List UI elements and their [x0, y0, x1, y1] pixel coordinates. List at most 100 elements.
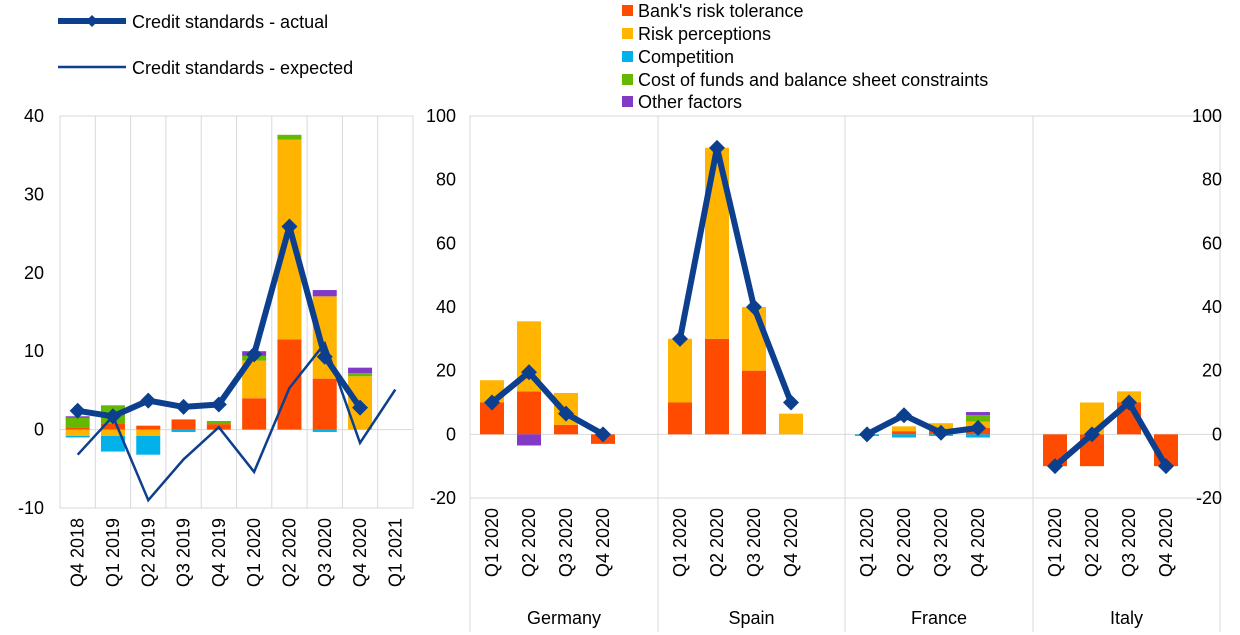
france-bar-other-factors: [966, 412, 990, 416]
ea-bar-bank-s-risk-tolerance: [136, 425, 161, 430]
legend-marker-actual: [86, 15, 98, 27]
legend-label-risk-tolerance: Bank's risk tolerance: [638, 1, 804, 21]
marker-actual: [281, 218, 298, 235]
ea-bar-other-factors: [312, 290, 337, 297]
spain-bar-risk-perceptions: [779, 413, 803, 435]
y-tick-label-left: 40: [436, 297, 456, 317]
spain-marker-actual: [746, 299, 762, 315]
x-tick-label: Q2 2019: [138, 518, 158, 587]
x-tick-label: Q1 2019: [103, 518, 123, 587]
y-tick-label: 10: [24, 341, 44, 361]
ea-bar-competition: [65, 435, 90, 438]
germany-bar-other-factors: [517, 434, 541, 446]
y-tick-label-left: 60: [436, 233, 456, 253]
y-tick-label: 20: [24, 263, 44, 283]
legend-swatch-other-factors: [622, 96, 633, 107]
france-line-actual: [865, 412, 979, 437]
group-label-germany: Germany: [527, 608, 601, 628]
legend-swatch-competition: [622, 51, 633, 62]
france-bar-competition: [892, 434, 916, 438]
x-tick-label: Q4 2020: [781, 508, 801, 577]
ea-bar-cost-of-funds-and-balance-sheet-constraints: [348, 373, 373, 377]
x-tick-label: Q2 2020: [519, 508, 539, 577]
legend-label-risk-perceptions: Risk perceptions: [638, 24, 771, 44]
ea-bar-bank-s-risk-tolerance: [171, 419, 196, 430]
y-tick-label-right: 40: [1202, 297, 1222, 317]
group-label-spain: Spain: [728, 608, 774, 628]
spain-bar-risk-perceptions: [668, 338, 692, 403]
legend-label-expected: Credit standards - expected: [132, 58, 353, 78]
spain-bar-bank-s-risk-tolerance: [742, 370, 766, 435]
x-tick-label: Q1 2021: [385, 518, 405, 587]
y-tick-label-left: 80: [436, 170, 456, 190]
marker-actual: [352, 399, 369, 416]
france-bar-cost-of-funds-and-balance-sheet-constraints: [966, 415, 990, 422]
x-tick-label: Q1 2020: [670, 508, 690, 577]
italy-marker-actual: [1121, 394, 1137, 411]
legend-swatch-risk-perceptions: [622, 28, 633, 39]
marker-actual: [104, 408, 121, 425]
spain-bar-bank-s-risk-tolerance: [705, 338, 729, 435]
x-tick-label: Q3 2020: [1119, 508, 1139, 577]
ea-bar-competition: [136, 435, 161, 455]
marker-actual: [316, 348, 333, 365]
y-tick-label-right: 100: [1192, 106, 1222, 126]
y-tick-label: -10: [18, 498, 44, 518]
marker-actual: [69, 402, 86, 419]
ea-bar-risk-perceptions: [277, 139, 302, 340]
ea-bar-cost-of-funds-and-balance-sheet-constraints: [65, 417, 90, 428]
x-tick-label: Q2 2020: [707, 508, 727, 577]
y-tick-label: 30: [24, 184, 44, 204]
spain-line-actual: [677, 144, 794, 404]
italy-marker-actual: [1084, 426, 1100, 443]
ea-bar-competition: [171, 429, 196, 432]
spain-bar-risk-perceptions: [742, 307, 766, 371]
legend-label-actual: Credit standards - actual: [132, 12, 328, 32]
france-marker-actual: [896, 407, 912, 424]
germany-bar-bank-s-risk-tolerance: [517, 391, 541, 435]
x-tick-label: Q1 2020: [482, 508, 502, 577]
x-tick-label: Q1 2020: [1045, 508, 1065, 577]
ea-bar-bank-s-risk-tolerance: [312, 378, 337, 430]
left-panel: -10 0 10 20 30 40 Q4 2018 Q1 2019 Q2 2019 Q3 2019…: [18, 106, 414, 587]
legend-swatch-risk-tolerance: [622, 5, 633, 16]
x-tick-label: Q4 2020: [968, 508, 988, 577]
x-tick-label: Q4 2020: [1156, 508, 1176, 577]
marker-actual: [246, 346, 263, 363]
ea-bar-bank-s-risk-tolerance: [242, 398, 267, 430]
germany-bar-bank-s-risk-tolerance: [554, 424, 578, 435]
x-tick-label: Q3 2020: [744, 508, 764, 577]
ea-bar-risk-perceptions: [100, 429, 125, 436]
ea-bar-bank-s-risk-tolerance: [277, 339, 302, 430]
x-tick-label: Q2 2020: [279, 518, 299, 587]
ea-bar-other-factors: [348, 367, 373, 374]
germany-line-actual: [490, 369, 605, 437]
france-bar-risk-perceptions: [892, 426, 916, 432]
y-tick-label-right: 0: [1212, 424, 1222, 444]
germany-marker-actual: [595, 426, 611, 443]
marker-actual: [175, 398, 192, 415]
spain-marker-actual: [672, 330, 688, 347]
y-tick-label-left: 0: [446, 424, 456, 444]
x-tick-label: Q4 2020: [350, 518, 370, 587]
spain-marker-actual: [709, 139, 725, 156]
x-tick-label: Q4 2019: [209, 518, 229, 587]
ea-bar-risk-perceptions: [136, 429, 161, 436]
line-expected: [76, 340, 397, 503]
france-marker-actual: [970, 419, 986, 436]
group-label-france: France: [911, 608, 967, 628]
y-tick-label-right: 20: [1202, 361, 1222, 381]
x-tick-label: Q3 2020: [556, 508, 576, 577]
legend: Credit standards - actual Credit standar…: [58, 1, 988, 112]
ea-bar-bank-s-risk-tolerance: [100, 423, 125, 430]
ea-bar-competition: [100, 435, 125, 452]
x-tick-label: Q2 2020: [1082, 508, 1102, 577]
y-tick-label: 40: [24, 106, 44, 126]
y-tick-label-right: 80: [1202, 170, 1222, 190]
ea-bar-competition: [312, 429, 337, 432]
x-tick-label: Q3 2019: [174, 518, 194, 587]
legend-label-competition: Competition: [638, 47, 734, 67]
y-tick-label: 0: [34, 420, 44, 440]
marker-actual: [140, 392, 157, 409]
